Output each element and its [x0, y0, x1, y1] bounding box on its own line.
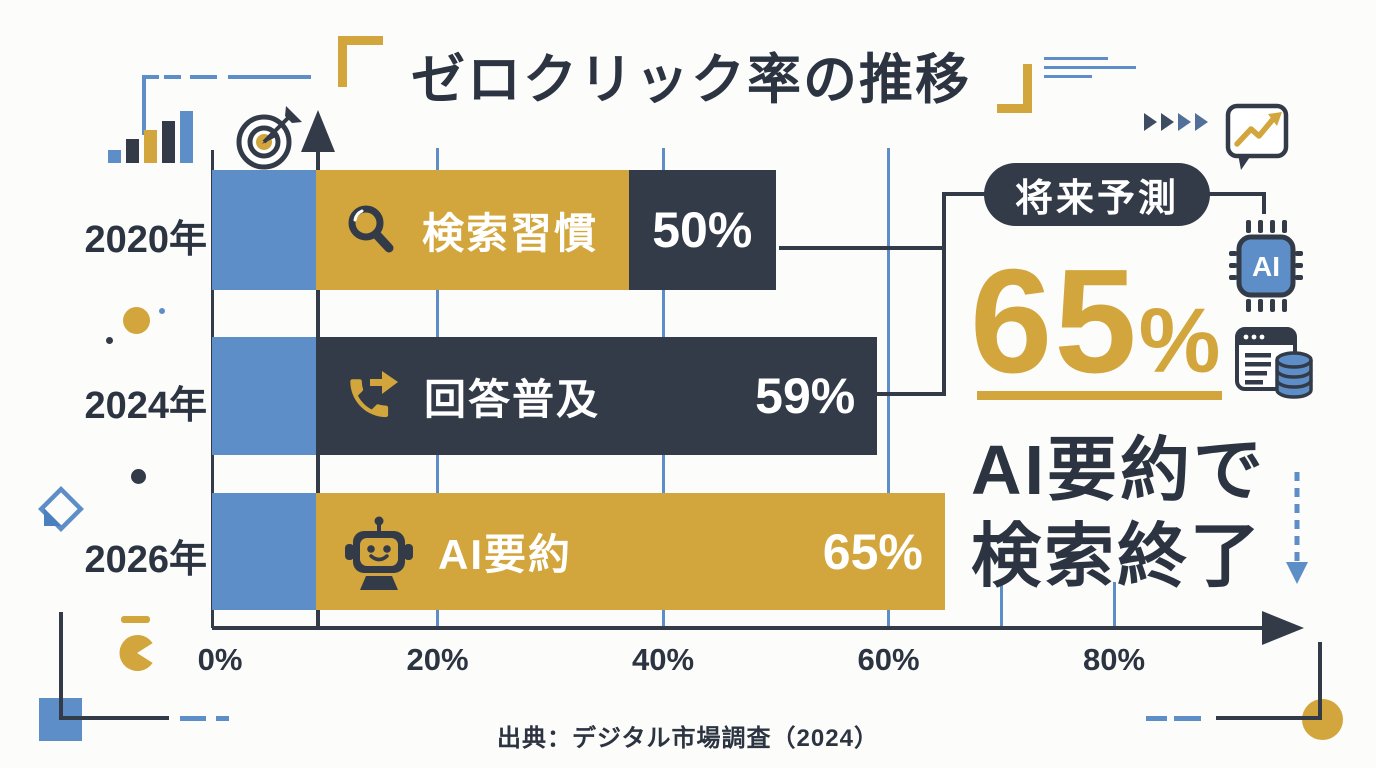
corner-bracket-dash	[228, 75, 311, 79]
title-bracket-close-icon	[997, 63, 1032, 113]
x-tick-0: 0%	[197, 642, 243, 677]
big-value-number: 65	[970, 239, 1139, 404]
y-label-2024: 2024年	[84, 385, 207, 427]
bar-2024: 回答普及 59%	[316, 337, 878, 455]
title-deco-line	[1044, 66, 1136, 69]
pacman-icon	[119, 634, 153, 672]
corner-bracket-bottom-right-v	[1318, 642, 1322, 720]
x-tick-40: 40%	[631, 642, 695, 677]
source-text: 出典：デジタル市場調査（2024）	[497, 725, 879, 752]
browser-database-icon	[1235, 327, 1313, 399]
bar-2026: AI要約 65%	[316, 493, 945, 610]
page-title: ゼロクリック率の推移	[411, 49, 971, 110]
corner-bracket-bottom-left	[59, 612, 63, 720]
dashed-down-arrow-icon	[1286, 472, 1308, 584]
connector-vertical	[942, 192, 946, 396]
connector-50-horizontal	[779, 246, 946, 250]
corner-bracket-dash	[164, 75, 181, 79]
diamond-icon	[38, 486, 84, 532]
blue-dot	[159, 308, 165, 314]
blue-dash	[1146, 716, 1167, 721]
bar-2026-label: AI要約	[438, 531, 573, 578]
bar-2020-value-box: 50%	[628, 170, 776, 290]
bar-2026-value: 65%	[822, 523, 923, 580]
big-forecast-value: 65 %	[970, 248, 1220, 396]
gold-dot	[123, 307, 150, 334]
blue-dash	[1174, 716, 1201, 721]
bar-2020-value: 50%	[652, 202, 753, 258]
phone-forward-icon	[350, 371, 398, 418]
navy-dot-small	[106, 337, 113, 344]
title-block: ゼロクリック率の推移	[320, 35, 1050, 113]
robot-icon	[345, 516, 413, 590]
trend-bubble-icon	[1225, 103, 1289, 170]
headline-line1: AI要約で	[971, 431, 1266, 509]
bar-2020-base	[212, 170, 316, 290]
title-deco-lines	[1044, 57, 1108, 60]
magnifier-icon	[348, 205, 394, 253]
navy-dot	[131, 469, 146, 484]
blue-dash	[180, 716, 206, 721]
corner-bracket-bottom-left-h	[59, 716, 169, 720]
title-bracket-open-icon	[338, 35, 383, 87]
x-tick-80: 80%	[1082, 642, 1146, 677]
bar-2024-value: 59%	[755, 368, 856, 424]
title-deco-line	[1044, 75, 1092, 78]
big-value-unit: %	[1138, 290, 1221, 392]
bar-chart-icon	[106, 108, 198, 164]
corner-bracket-dash	[190, 75, 217, 79]
y-label-2020: 2020年	[84, 219, 207, 261]
gridline-stub-70	[999, 582, 1003, 628]
gold-underline	[977, 391, 1222, 400]
corner-bracket-bottom-right-h	[1216, 716, 1322, 720]
connector-59-horizontal	[875, 392, 946, 396]
x-tick-20: 20%	[406, 642, 469, 677]
x-axis-arrowhead-icon	[1262, 611, 1304, 645]
svg-text:AI: AI	[1252, 251, 1280, 282]
forecast-badge: 将来予測	[984, 163, 1210, 226]
x-axis-line	[212, 626, 1268, 630]
y-axis-arrowhead-icon	[301, 110, 335, 152]
forecast-badge-label: 将来予測	[1014, 178, 1179, 220]
y-label-2026: 2026年	[84, 539, 207, 581]
blue-dash	[216, 716, 229, 721]
headline-line2: 検索終了	[971, 517, 1263, 595]
gridline-stub-80	[1112, 582, 1116, 628]
connector-to-badge	[942, 192, 986, 196]
bar-2020-label: 検索習慣	[422, 209, 599, 257]
ai-chip-icon: AI	[1229, 220, 1303, 312]
bar-2024-label: 回答普及	[424, 375, 601, 423]
gold-dash	[121, 616, 150, 623]
connector-from-badge	[1208, 192, 1266, 196]
bar-2020: 検索習慣	[316, 170, 629, 290]
bar-2026-base	[212, 493, 316, 610]
x-tick-60: 60%	[857, 642, 920, 677]
target-dart-icon	[236, 106, 302, 170]
play-arrows-icon	[1144, 113, 1208, 131]
connector-down-stub	[1262, 192, 1266, 214]
corner-bracket-dash	[145, 75, 159, 79]
source-note: 出典：デジタル市場調査（2024）	[338, 718, 1038, 753]
corner-bracket-top-left	[142, 75, 146, 135]
gridline-60	[887, 148, 890, 628]
bar-2024-base	[212, 337, 316, 455]
